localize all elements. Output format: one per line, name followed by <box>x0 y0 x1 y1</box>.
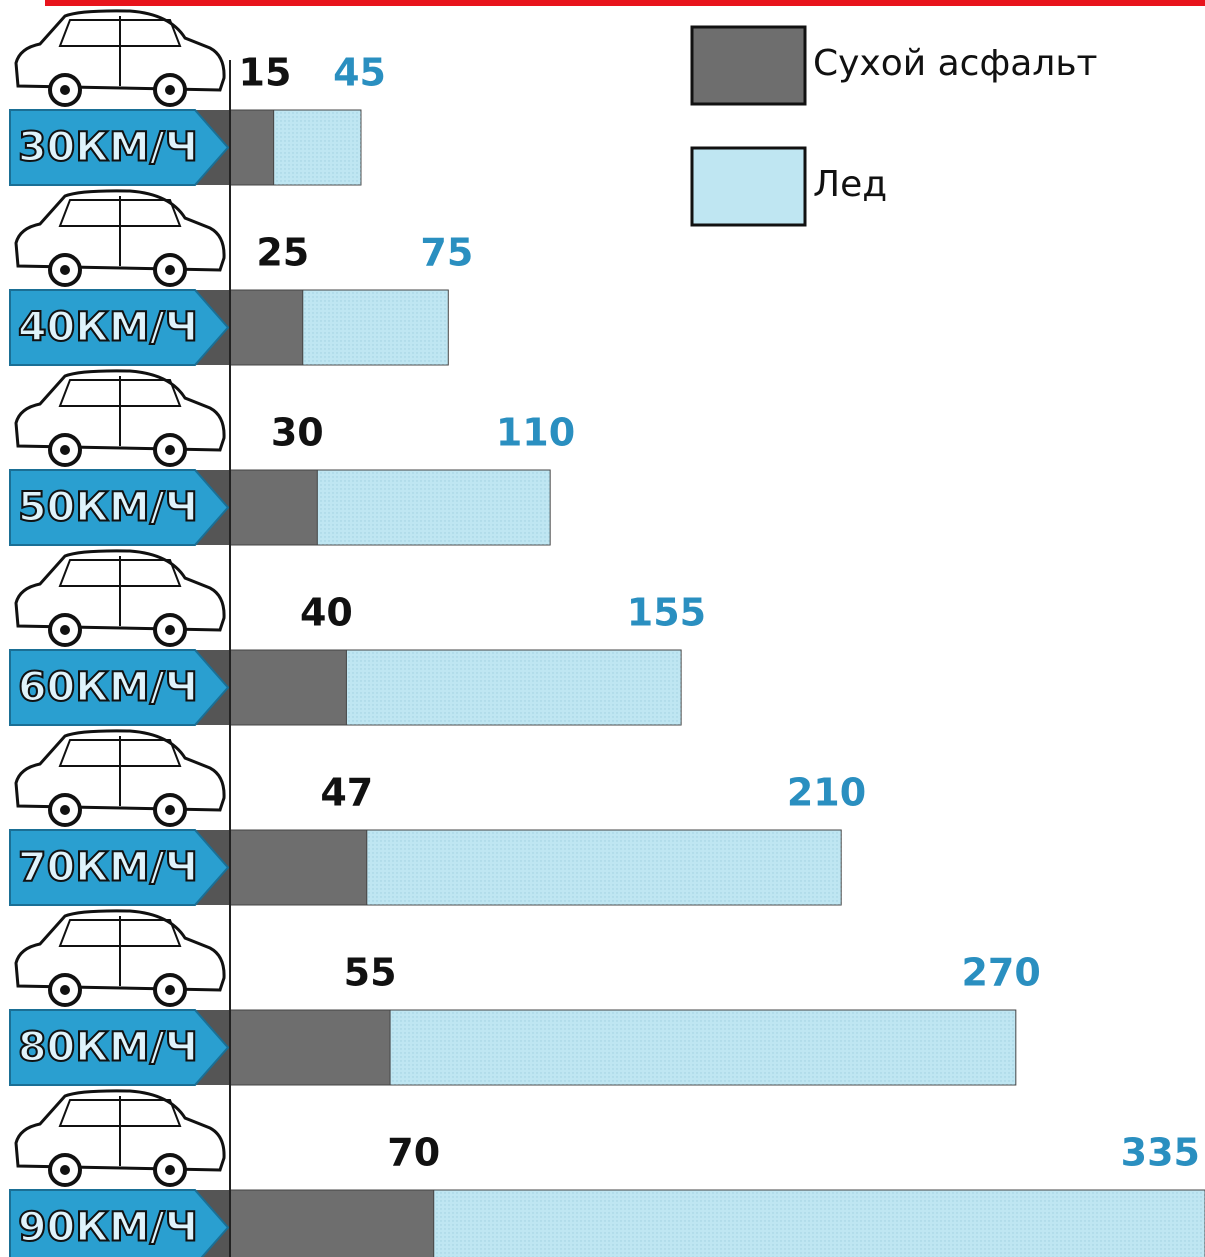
top-rule <box>45 0 1205 6</box>
category-label: 80КМ/Ч <box>18 1025 198 1071</box>
chart: Сухой асфальт Лед 30КМ/Ч 45 15 40КМ/Ч 75 25 50К… <box>0 0 1205 1257</box>
car-icon <box>16 191 224 285</box>
category-label: 50КМ/Ч <box>18 485 198 531</box>
car-icon <box>16 1091 224 1185</box>
legend-label: Сухой асфальт <box>813 43 1098 84</box>
value-label: 40 <box>300 591 353 635</box>
value-label: 55 <box>344 951 397 995</box>
car-icon <box>16 551 224 645</box>
category-label: 70КМ/Ч <box>18 845 198 891</box>
value-label: 110 <box>496 411 575 455</box>
value-label: 25 <box>256 231 309 275</box>
value-label: 47 <box>320 771 373 815</box>
bar <box>230 290 303 365</box>
bar <box>230 470 317 545</box>
car-icon <box>16 371 224 465</box>
value-label: 75 <box>420 231 473 275</box>
category-label: 90КМ/Ч <box>18 1205 198 1251</box>
car-icon <box>16 731 224 825</box>
bar <box>230 1190 434 1257</box>
car-icon <box>16 11 224 105</box>
value-label: 15 <box>239 51 292 95</box>
value-label: 270 <box>961 951 1040 995</box>
bar <box>230 830 367 905</box>
bar <box>230 1010 390 1085</box>
bar <box>230 650 346 725</box>
legend-label: Лед <box>813 164 887 205</box>
category-label: 60КМ/Ч <box>18 665 198 711</box>
legend: Сухой асфальт Лед <box>692 27 1098 225</box>
category-label: 40КМ/Ч <box>18 305 198 351</box>
value-label: 335 <box>1121 1131 1200 1175</box>
value-label: 70 <box>387 1131 440 1175</box>
value-label: 210 <box>787 771 866 815</box>
value-label: 45 <box>333 51 386 95</box>
car-icon <box>16 911 224 1005</box>
value-label: 155 <box>627 591 706 635</box>
legend-swatch <box>692 148 805 225</box>
value-label: 30 <box>271 411 324 455</box>
bar <box>230 110 274 185</box>
legend-swatch <box>692 27 805 104</box>
category-label: 30КМ/Ч <box>18 125 198 171</box>
